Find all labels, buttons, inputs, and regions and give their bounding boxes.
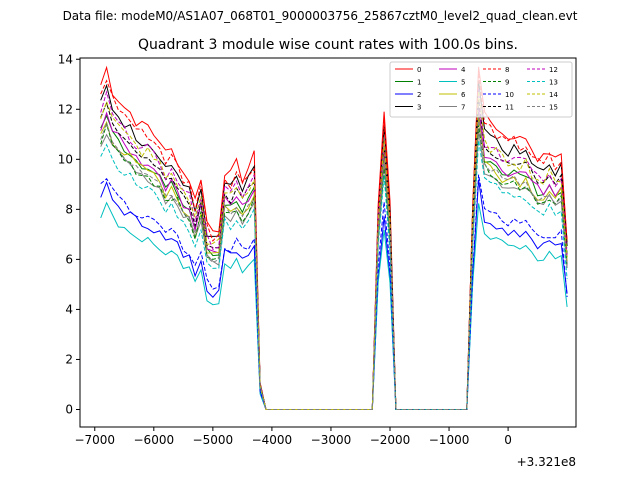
legend-label: 11	[505, 104, 514, 112]
legend-label: 4	[461, 66, 466, 74]
legend-label: 3	[417, 104, 421, 112]
x-tick-label: −1000	[429, 433, 470, 447]
series-line-7	[100, 129, 568, 410]
legend-label: 0	[417, 66, 421, 74]
plot-area	[100, 65, 568, 410]
legend-label: 14	[549, 91, 558, 99]
legend-label: 10	[505, 91, 514, 99]
series-line-6	[100, 115, 568, 410]
y-tick-label: 14	[58, 52, 73, 66]
legend-label: 7	[461, 104, 465, 112]
legend-label: 12	[549, 66, 558, 74]
legend-label: 2	[417, 91, 421, 99]
chart-title: Quadrant 3 module wise count rates with …	[138, 37, 518, 53]
y-tick-label: 10	[58, 152, 73, 166]
legend-label: 15	[549, 104, 558, 112]
x-offset-label: +3.321e8	[517, 455, 576, 469]
y-tick-label: 8	[65, 202, 73, 216]
y-tick-label: 12	[58, 102, 73, 116]
x-tick-label: −4000	[252, 433, 293, 447]
series-line-4	[100, 106, 568, 410]
y-tick-label: 2	[65, 352, 73, 366]
x-tick-label: −3000	[311, 433, 352, 447]
legend-box	[389, 61, 573, 118]
legend-label: 8	[505, 66, 509, 74]
legend-label: 6	[461, 91, 466, 99]
x-tick-label: 0	[504, 433, 512, 447]
legend-label: 1	[417, 79, 421, 87]
y-tick-label: 4	[65, 302, 73, 316]
series-line-11	[100, 99, 568, 410]
series-line-15	[100, 117, 568, 410]
y-tick-label: 0	[65, 402, 73, 416]
x-tick-label: −5000	[193, 433, 234, 447]
x-tick-label: −7000	[74, 433, 115, 447]
y-tick-label: 6	[65, 252, 73, 266]
series-line-2	[100, 179, 568, 410]
figure-suptitle: Data file: modeM0/AS1A07_068T01_90000037…	[63, 9, 578, 23]
x-tick-label: −2000	[370, 433, 411, 447]
axes: −7000 −6000 −5000 −4000 −3000 −2000 −1000 0 0 2 4 6…	[58, 52, 512, 447]
series-line-12	[100, 89, 568, 410]
series-line-1	[100, 109, 568, 410]
series-line-5	[100, 201, 568, 410]
series-line-10	[100, 174, 568, 410]
series-line-8	[100, 73, 568, 410]
legend-label: 5	[461, 79, 465, 87]
axes-frame	[79, 57, 577, 428]
x-tick-label: −6000	[134, 433, 175, 447]
legend-label: 9	[505, 79, 509, 87]
legend-label: 13	[549, 79, 558, 87]
